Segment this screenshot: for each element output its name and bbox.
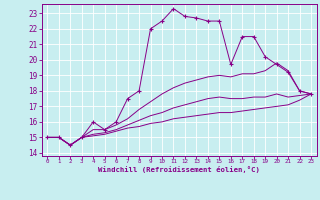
X-axis label: Windchill (Refroidissement éolien,°C): Windchill (Refroidissement éolien,°C) [98, 166, 260, 173]
